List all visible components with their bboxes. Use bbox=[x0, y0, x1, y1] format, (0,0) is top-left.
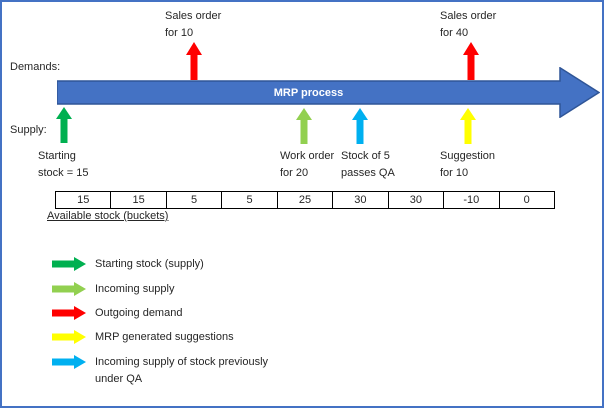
mrp-process-arrow-shape bbox=[57, 67, 600, 118]
legend-label-line1: Incoming supply of stock previously bbox=[95, 356, 269, 368]
suggestion-arrow-icon bbox=[460, 108, 476, 144]
legend-arrow-shape bbox=[52, 257, 86, 271]
supply-event-line1: Suggestion bbox=[440, 150, 496, 162]
demand-event-line1: Sales order bbox=[440, 10, 497, 22]
legend-item-incoming-supply: Incoming supply bbox=[52, 281, 175, 298]
legend-item-mrp-suggestions: MRP generated suggestions bbox=[52, 329, 234, 346]
legend-mrp-suggestions-arrow-icon bbox=[52, 330, 86, 344]
starting-stock-arrow-icon bbox=[56, 107, 72, 143]
demands-label: Demands: bbox=[10, 61, 61, 73]
legend-label: Outgoing demand bbox=[95, 305, 182, 322]
supply-event-line1: Work order bbox=[280, 150, 335, 162]
legend-starting-stock-arrow-icon bbox=[52, 257, 86, 271]
demand-event-label-sales-order-40: Sales order for 40 bbox=[440, 8, 496, 42]
legend-label-line1: Starting stock (supply) bbox=[95, 258, 204, 270]
supply-arrow-shape bbox=[296, 108, 312, 144]
legend-outgoing-demand-arrow-icon bbox=[52, 306, 86, 320]
demand-arrow-shape bbox=[186, 42, 202, 80]
legend-qa-supply-arrow-icon bbox=[52, 355, 86, 369]
stock-cell: 5 bbox=[167, 192, 223, 208]
legend-arrow-shape bbox=[52, 282, 86, 296]
legend-incoming-supply-arrow-icon bbox=[52, 282, 86, 296]
legend-label: Incoming supply of stock previously unde… bbox=[95, 354, 268, 388]
stock-cell: 30 bbox=[333, 192, 389, 208]
legend-label-line1: Incoming supply bbox=[95, 283, 175, 295]
stock-cell: 5 bbox=[222, 192, 278, 208]
legend-item-outgoing-demand: Outgoing demand bbox=[52, 305, 182, 322]
legend-label: Incoming supply bbox=[95, 281, 175, 298]
supply-arrow-shape bbox=[56, 107, 72, 143]
legend-item-starting-stock: Starting stock (supply) bbox=[52, 256, 204, 273]
demand-event-label-sales-order-10: Sales order for 10 bbox=[165, 8, 221, 42]
stock-cell: -10 bbox=[444, 192, 500, 208]
available-stock-caption: Available stock (buckets) bbox=[47, 210, 169, 222]
mrp-process-label: MRP process bbox=[273, 87, 344, 99]
qa-stock-arrow-icon bbox=[352, 108, 368, 144]
work-order-arrow-icon bbox=[296, 108, 312, 144]
supply-event-line1: Starting bbox=[38, 150, 76, 162]
demand-arrow-icon bbox=[186, 42, 202, 80]
supply-event-line2: stock = 15 bbox=[38, 167, 89, 179]
legend-item-qa-supply: Incoming supply of stock previously unde… bbox=[52, 354, 268, 388]
demand-event-line2: for 40 bbox=[440, 27, 469, 39]
legend-label-line1: MRP generated suggestions bbox=[95, 331, 234, 343]
stock-cell: 25 bbox=[278, 192, 334, 208]
legend-arrow-shape bbox=[52, 355, 86, 369]
supply-event-label-starting-stock: Starting stock = 15 bbox=[38, 148, 88, 182]
legend-arrow-shape bbox=[52, 330, 86, 344]
supply-arrow-shape bbox=[352, 108, 368, 144]
demand-event-line1: Sales order bbox=[165, 10, 222, 22]
supply-event-label-suggestion: Suggestion for 10 bbox=[440, 148, 495, 182]
stock-cell: 15 bbox=[56, 192, 112, 208]
legend-arrow-shape bbox=[52, 306, 86, 320]
legend-label: MRP generated suggestions bbox=[95, 329, 234, 346]
mrp-process-arrow bbox=[57, 67, 600, 118]
supply-event-line2: passes QA bbox=[341, 167, 395, 179]
supply-event-label-work-order: Work order for 20 bbox=[280, 148, 334, 182]
legend-label: Starting stock (supply) bbox=[95, 256, 204, 273]
stock-cell: 15 bbox=[111, 192, 167, 208]
supply-event-line1: Stock of 5 bbox=[341, 150, 390, 162]
supply-arrow-shape bbox=[460, 108, 476, 144]
demand-arrow-icon bbox=[463, 42, 479, 80]
available-stock-table: 15 15 5 5 25 30 30 -10 0 bbox=[55, 191, 555, 209]
supply-label: Supply: bbox=[10, 124, 47, 136]
stock-cell: 0 bbox=[523, 194, 530, 206]
demand-arrow-shape bbox=[463, 42, 479, 80]
supply-event-line2: for 10 bbox=[440, 167, 469, 179]
demand-event-line2: for 10 bbox=[165, 27, 194, 39]
supply-event-line2: for 20 bbox=[280, 167, 309, 179]
legend-label-line2: under QA bbox=[95, 373, 143, 385]
stock-cell: 30 bbox=[389, 192, 445, 208]
supply-event-label-qa-stock: Stock of 5 passes QA bbox=[341, 148, 395, 182]
legend-label-line1: Outgoing demand bbox=[95, 307, 183, 319]
